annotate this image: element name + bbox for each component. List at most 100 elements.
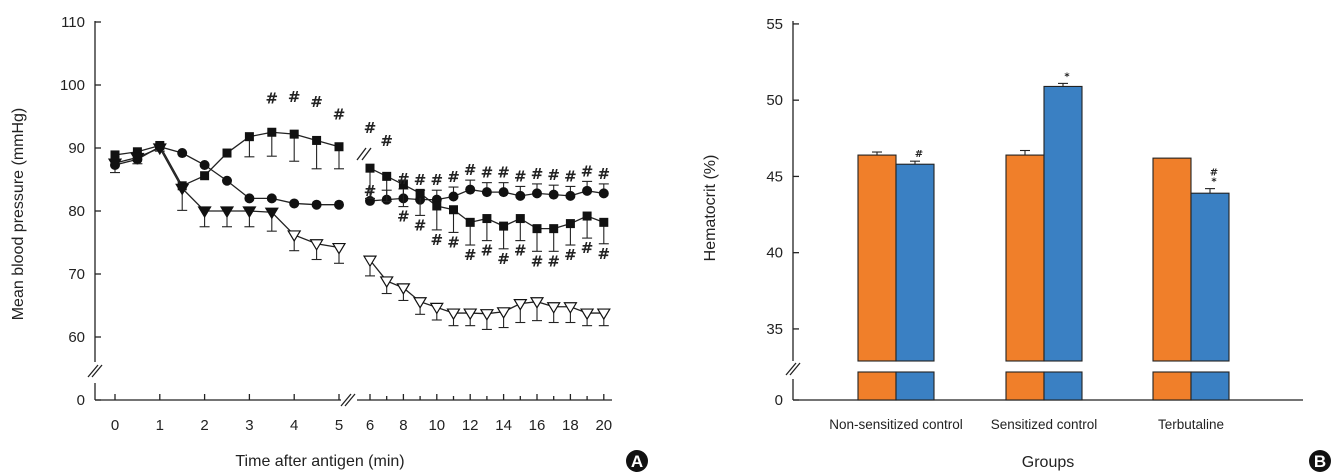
data-point-square (382, 171, 392, 181)
data-point-triangle (596, 308, 611, 321)
x-tick-label: 3 (245, 417, 253, 434)
significance-mark: # (464, 246, 477, 264)
data-point-square (549, 224, 559, 234)
series-triangle-down-line (114, 147, 340, 249)
bar-base (1190, 371, 1230, 401)
data-point-triangle (264, 207, 279, 220)
data-point-circle (565, 190, 576, 201)
significance-mark: # (531, 252, 544, 270)
data-point-triangle (479, 309, 494, 321)
panel-badge-b (1309, 450, 1331, 472)
data-point-circle (481, 187, 492, 198)
panel-label-a: A (631, 452, 643, 471)
y-axis-break (789, 362, 801, 376)
data-point-circle (548, 189, 559, 200)
data-point-square (267, 127, 277, 137)
y-axis-break (87, 364, 99, 378)
panel-badge-a (626, 450, 648, 472)
significance-mark: # (481, 242, 494, 260)
x-tick-label: 1 (156, 417, 164, 434)
data-point-circle (222, 175, 232, 186)
x-tick-label: 20 (595, 417, 612, 434)
x-tick-label: 0 (111, 417, 119, 434)
data-point-triangle (546, 302, 561, 314)
y-tick-label: 0 (775, 392, 783, 409)
y-axis-title: Hematocrit (%) (702, 155, 719, 262)
data-point-square (465, 217, 475, 227)
bar-base (1152, 371, 1192, 401)
data-point-square (599, 217, 609, 227)
data-point-triangle (197, 206, 212, 219)
data-point-triangle (107, 158, 123, 171)
significance-mark: # (397, 170, 410, 188)
data-point-circle (498, 187, 509, 198)
category-label: Sensitized control (991, 417, 1098, 432)
data-point-circle (199, 160, 210, 171)
significance-mark: # (447, 233, 460, 251)
data-point-triangle (446, 308, 461, 321)
data-point-triangle (413, 297, 428, 309)
data-point-square (449, 205, 458, 215)
y-tick-label: 90 (68, 140, 85, 157)
y-tick-label: 55 (766, 16, 783, 33)
significance-mark: # (431, 231, 444, 249)
bar (857, 154, 897, 362)
data-point-square (244, 132, 254, 142)
significance-mark: # (464, 161, 477, 179)
data-point-square (312, 135, 322, 145)
data-point-circle (311, 199, 322, 210)
data-point-circle (582, 185, 593, 196)
significance-mark: # (497, 250, 510, 268)
data-point-triangle (429, 302, 444, 315)
significance-mark: # (481, 164, 494, 182)
y-tick-label: 100 (60, 77, 85, 94)
data-point-square (334, 142, 344, 152)
x-axis-title: Time after antigen (min) (235, 453, 404, 470)
y-tick-label: 40 (766, 245, 783, 262)
data-point-square (110, 150, 120, 160)
significance-mark: # (310, 93, 323, 111)
x-tick-label: 4 (290, 417, 298, 434)
data-point-triangle (130, 152, 145, 165)
significance-mark: # (547, 166, 560, 184)
data-point-triangle (513, 299, 528, 311)
data-point-square (289, 129, 299, 139)
y-tick-label: 0 (77, 392, 85, 409)
data-point-circle (598, 188, 609, 199)
data-point-triangle (287, 230, 302, 243)
data-point-triangle (580, 308, 595, 321)
significance-mark: * (1211, 177, 1217, 188)
data-break-mark (356, 147, 367, 161)
data-point-circle (334, 199, 344, 210)
data-point-circle (465, 184, 476, 195)
x-tick-label: 6 (366, 417, 374, 434)
data-point-square (365, 163, 375, 173)
data-point-square (432, 201, 442, 211)
y-axis-title: Mean blood pressure (mmHg) (10, 108, 27, 321)
data-point-square (532, 224, 542, 234)
bar-base (1005, 371, 1045, 401)
data-point-triangle (309, 239, 324, 251)
data-point-square (565, 219, 575, 229)
significance-mark: * (1064, 71, 1070, 82)
data-point-triangle (529, 297, 545, 309)
significance-mark: # (564, 167, 577, 185)
bar-base (895, 371, 935, 401)
significance-mark: # (915, 149, 923, 160)
significance-mark: # (414, 216, 427, 234)
data-point-square (398, 180, 408, 190)
significance-mark: # (414, 171, 427, 189)
data-point-square (582, 211, 592, 221)
y-tick-label: 110 (61, 14, 85, 31)
data-point-triangle (331, 242, 347, 255)
bar (1152, 157, 1192, 362)
significance-mark: # (333, 106, 346, 124)
significance-mark: # (431, 171, 444, 189)
significance-mark: # (497, 164, 510, 182)
data-point-circle (515, 190, 526, 201)
data-point-circle (448, 191, 459, 202)
x-tick-label: 2 (200, 417, 208, 434)
significance-mark: # (266, 89, 279, 107)
y-tick-label: 60 (68, 329, 85, 346)
